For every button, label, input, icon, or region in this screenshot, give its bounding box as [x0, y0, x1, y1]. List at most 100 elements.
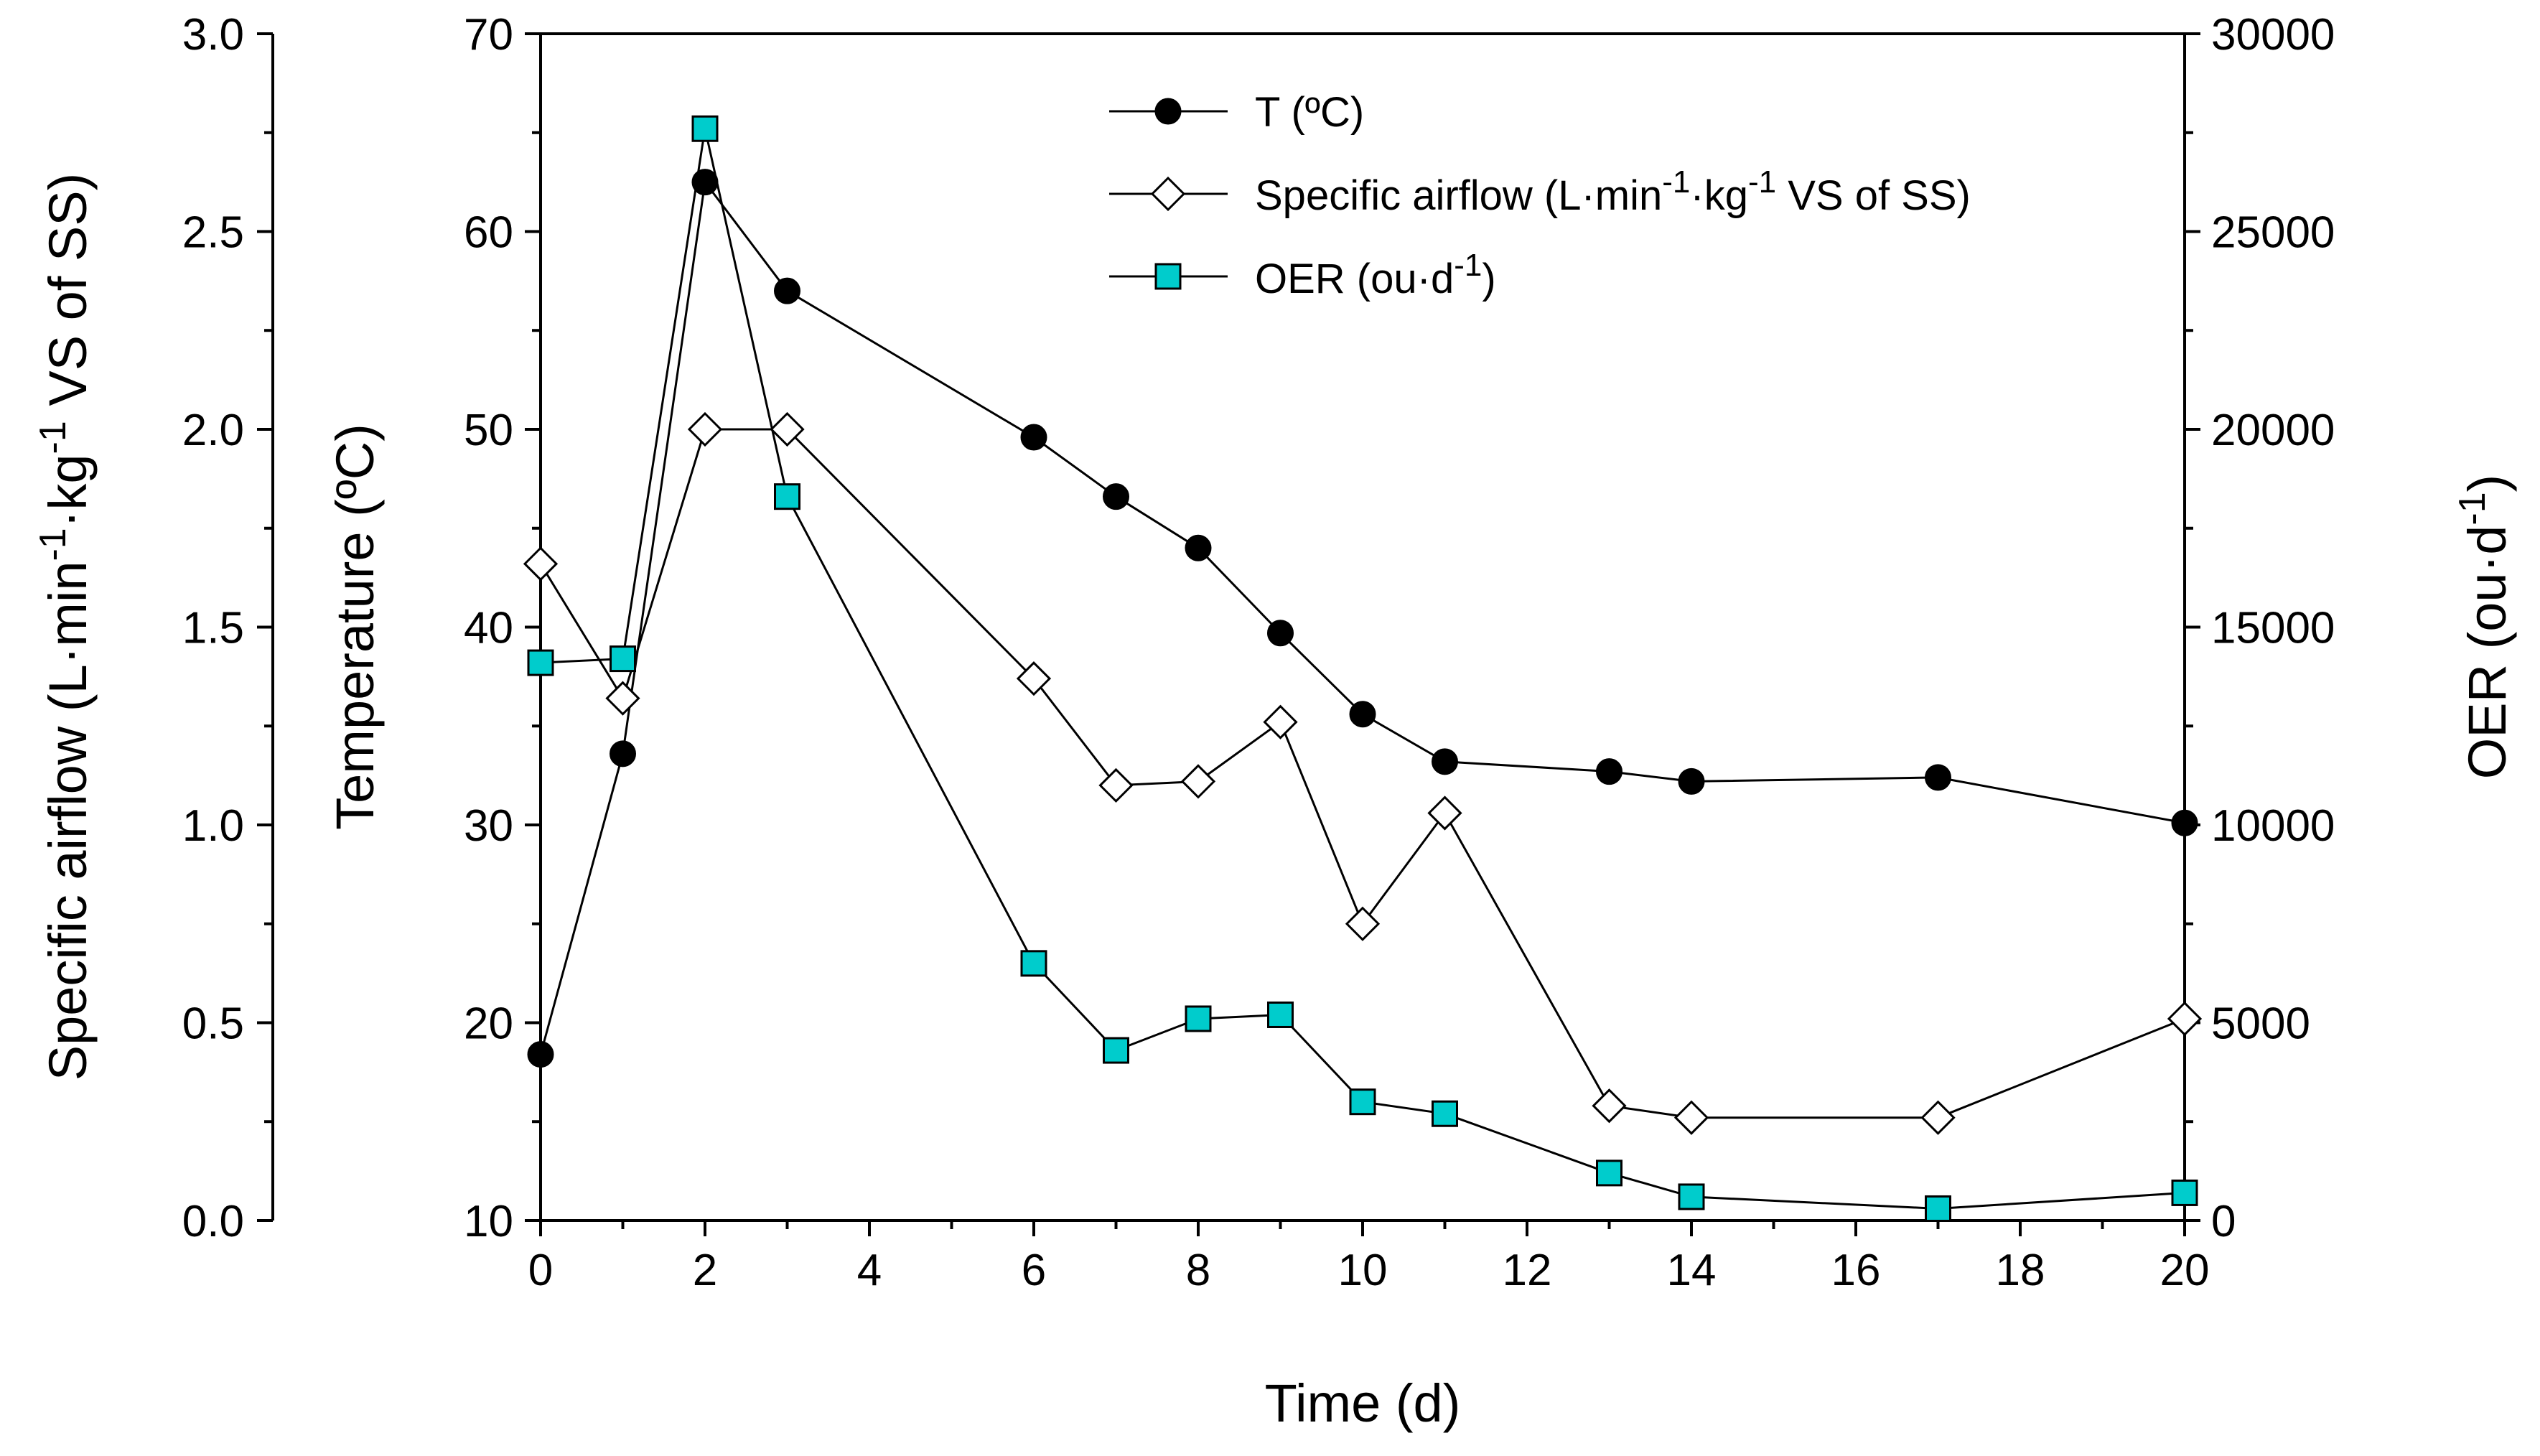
oer-title-end: )	[2457, 475, 2517, 493]
oer-tick-label: 20000	[2211, 406, 2335, 455]
airflow-point	[1673, 1100, 1709, 1135]
legend-airflow-sup1: -1	[1662, 164, 1690, 200]
oer-point	[1925, 1195, 1951, 1222]
airflow-tick-label: 2.0	[182, 406, 244, 455]
x-tick-label: 6	[1022, 1246, 1046, 1295]
oer-axis-title: OER (ou·d-1)	[2452, 475, 2517, 780]
airflow-tick-label: 0.5	[182, 999, 244, 1049]
t-point	[1185, 534, 1212, 561]
legend-airflow-main: Specific airflow (L·min	[1255, 172, 1662, 219]
legend-airflow-label: Specific airflow (L·min-1·kg-1 VS of SS)	[1255, 164, 1971, 220]
oer-point	[1103, 1037, 1129, 1064]
oer-title-main: OER (ou·d	[2457, 526, 2517, 780]
oer-point	[774, 483, 800, 510]
oer-tick-label: 0	[2211, 1197, 2236, 1246]
x-tick-label: 12	[1503, 1246, 1552, 1295]
airflow-tick-label: 1.5	[182, 604, 244, 653]
legend-oer-main: OER (ou·d	[1255, 256, 1454, 302]
oer-point	[610, 645, 636, 673]
oer-point	[1267, 1001, 1294, 1028]
airflow-point	[1180, 764, 1216, 799]
temperature-tick-label: 40	[464, 604, 513, 653]
oer-title-sup: -1	[2452, 492, 2493, 525]
airflow-point	[1427, 795, 1462, 831]
legend-airflow-mid: ·kg	[1690, 172, 1748, 219]
legend-airflow-sup2: -1	[1748, 164, 1776, 200]
series-line-2	[540, 128, 2185, 1210]
oer-tick-label: 10000	[2211, 801, 2335, 851]
airflow-point	[1345, 906, 1381, 941]
oer-tick-label: 25000	[2211, 208, 2335, 258]
t-point	[1925, 764, 1951, 791]
temperature-tick-label: 20	[464, 999, 513, 1049]
x-tick-label: 16	[1831, 1246, 1881, 1295]
ticks-layer: 0 2 4 6 8 10 12 14 16 18 20 0.0 0.5 1.0 1.5 2.0 2.5 3.0 10…	[182, 10, 2335, 1295]
t-point	[1103, 483, 1129, 510]
airflow-tick-label: 1.0	[182, 801, 244, 851]
series-markers	[523, 115, 2203, 1222]
t-point	[527, 1041, 554, 1068]
airflow-point	[770, 411, 805, 447]
airflow-tick-label: 2.5	[182, 208, 244, 258]
airflow-point	[1263, 704, 1298, 739]
legend-oer-label: OER (ou·d-1)	[1255, 248, 1496, 303]
t-point	[1267, 620, 1294, 647]
x-tick-label: 8	[1186, 1246, 1210, 1295]
oer-tick-label: 5000	[2211, 999, 2310, 1049]
legend: T (ºC) Specific airflow (L·min-1·kg-1 VS…	[1109, 89, 1971, 302]
t-point	[774, 277, 800, 304]
airflow-point	[605, 681, 640, 716]
oer-point	[2171, 1179, 2198, 1206]
t-point	[1678, 767, 1705, 795]
airflow-point	[523, 546, 559, 582]
x-tick-label: 14	[1667, 1246, 1717, 1295]
oer-tick-label: 30000	[2211, 10, 2335, 60]
airflow-title-main: Specific airflow (L·min	[38, 561, 98, 1081]
t-point	[1349, 701, 1376, 728]
temperature-axis-title: Temperature (ºC)	[325, 424, 385, 830]
oer-point	[1432, 1100, 1458, 1127]
legend-oer-sup: -1	[1454, 248, 1482, 283]
legend-oer-end: )	[1482, 256, 1495, 302]
airflow-tick-label: 0.0	[182, 1197, 244, 1246]
airflow-axis-title: Specific airflow (L·min-1·kg-1 VS of SS)	[32, 173, 98, 1081]
oer-point	[1349, 1088, 1376, 1116]
x-tick-label: 2	[693, 1246, 717, 1295]
airflow-title-mid: ·kg	[38, 454, 98, 528]
airflow-point	[1016, 661, 1052, 696]
t-point	[2171, 809, 2198, 836]
airflow-point	[1920, 1100, 1956, 1135]
oer-point	[1678, 1183, 1705, 1210]
temperature-tick-label: 60	[464, 208, 513, 258]
airflow-point	[2167, 1001, 2203, 1037]
oer-point	[1596, 1159, 1622, 1187]
temperature-tick-label: 70	[464, 10, 513, 60]
x-tick-label: 0	[528, 1246, 553, 1295]
legend-t-label: T (ºC)	[1255, 89, 1364, 136]
x-tick-label: 10	[1338, 1246, 1388, 1295]
airflow-tick-label: 3.0	[182, 10, 244, 60]
oer-point	[1020, 950, 1047, 977]
x-tick-label: 18	[1996, 1246, 2045, 1295]
airflow-title-sup2: -1	[32, 421, 74, 454]
t-point	[1432, 748, 1458, 775]
oer-tick-label: 15000	[2211, 604, 2335, 653]
temperature-tick-label: 50	[464, 406, 513, 455]
airflow-point	[1592, 1088, 1627, 1124]
legend-oer-marker	[1154, 263, 1182, 290]
legend-airflow-end: VS of SS)	[1776, 172, 1971, 219]
oer-point	[691, 115, 719, 142]
x-tick-label: 4	[857, 1246, 882, 1295]
airflow-point	[687, 411, 723, 447]
temperature-tick-label: 10	[464, 1197, 513, 1246]
x-axis-title: Time (d)	[1265, 1373, 1461, 1433]
airflow-title-sup1: -1	[32, 528, 74, 561]
airflow-title-end: VS of SS)	[38, 173, 98, 421]
oer-point	[527, 649, 554, 676]
temperature-tick-label: 30	[464, 801, 513, 851]
t-point	[1596, 758, 1622, 785]
series-line-0	[539, 179, 2185, 1055]
airflow-point	[1098, 767, 1134, 803]
